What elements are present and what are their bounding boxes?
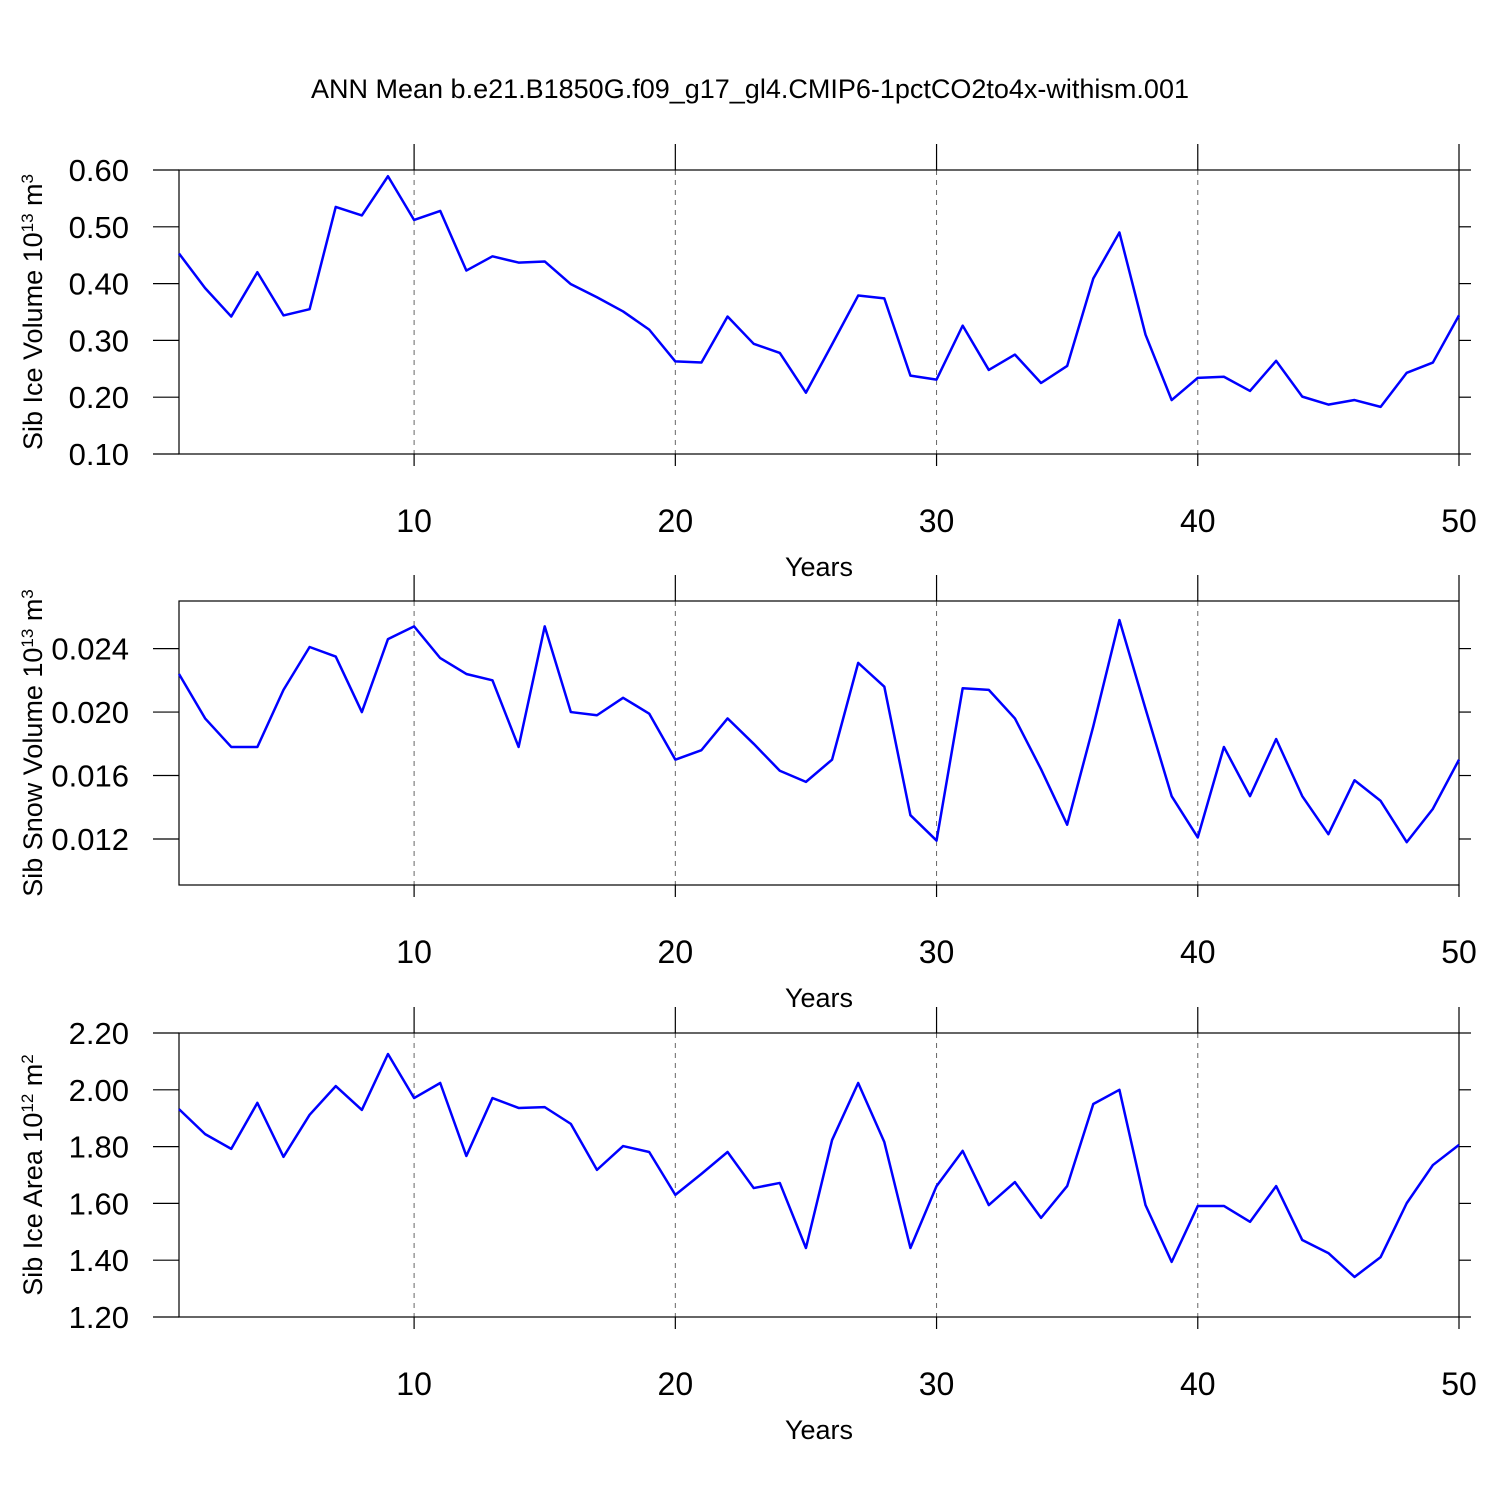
figure-title: ANN Mean b.e21.B1850G.f09_g17_gl4.CMIP6-…	[311, 74, 1189, 104]
x-axis-label: Years	[785, 983, 853, 1013]
x-tick-label: 20	[658, 934, 694, 970]
x-tick-label: 40	[1180, 503, 1216, 539]
y-tick-label: 2.20	[69, 1016, 129, 1051]
y-axis-label-exponent: 2	[18, 1054, 37, 1063]
y-tick-label: 2.00	[69, 1073, 129, 1108]
y-axis-label: Sib Ice Volume 1013 m3	[18, 174, 49, 450]
plot-frame	[178, 1032, 1460, 1318]
y-axis-label-part: m	[18, 1064, 48, 1094]
y-axis-label: Sib Ice Area 1012 m2	[18, 1054, 49, 1296]
x-tick-label: 20	[658, 1366, 694, 1402]
x-tick-label: 30	[919, 1366, 955, 1402]
x-tick-label: 30	[919, 934, 955, 970]
y-tick-label: 0.60	[69, 153, 129, 188]
data-line	[177, 618, 1461, 844]
x-tick-label: 10	[396, 1366, 432, 1402]
x-tick-label: 20	[658, 503, 694, 539]
y-tick-label: 0.20	[69, 380, 129, 415]
x-tick-label: 50	[1441, 934, 1477, 970]
y-tick-label: 0.020	[51, 695, 129, 730]
y-tick-label: 0.024	[51, 632, 129, 667]
x-axis-label: Years	[785, 552, 853, 582]
y-axis-label-exponent: 13	[18, 213, 37, 232]
y-tick-label: 0.50	[69, 210, 129, 245]
y-tick-label: 0.10	[69, 437, 129, 472]
y-axis-label-part: m	[18, 183, 48, 213]
y-axis-label: Sib Snow Volume 1013 m3	[18, 589, 49, 897]
plot-frame	[178, 169, 1460, 455]
y-axis-label-exponent: 12	[18, 1094, 37, 1113]
y-axis-label-part: Sib Ice Volume 10	[18, 232, 48, 450]
y-tick-label: 1.40	[69, 1243, 129, 1278]
y-axis-label-exponent: 3	[18, 589, 37, 598]
data-line	[178, 1052, 1460, 1279]
y-tick-label: 0.40	[69, 267, 129, 302]
y-tick-label: 0.30	[69, 323, 129, 358]
x-tick-label: 40	[1180, 1366, 1216, 1402]
y-tick-label: 1.80	[69, 1130, 129, 1165]
y-axis-label-exponent: 3	[18, 174, 37, 183]
plot-frame	[178, 600, 1460, 886]
y-axis-label-part: Sib Snow Volume 10	[18, 648, 48, 897]
y-tick-label: 0.012	[51, 822, 129, 857]
x-axis-label: Years	[785, 1415, 853, 1445]
y-tick-label: 0.016	[51, 759, 129, 794]
x-tick-label: 50	[1441, 1366, 1477, 1402]
data-line	[178, 174, 1461, 409]
x-tick-label: 30	[919, 503, 955, 539]
y-tick-label: 1.20	[69, 1300, 129, 1335]
x-tick-label: 10	[396, 503, 432, 539]
x-tick-label: 50	[1441, 503, 1477, 539]
y-axis-label-exponent: 13	[18, 629, 37, 648]
y-axis-label-part: Sib Ice Area 10	[18, 1113, 48, 1296]
x-tick-label: 10	[396, 934, 432, 970]
y-axis-label-part: m	[18, 599, 48, 629]
y-tick-label: 1.60	[69, 1186, 129, 1221]
x-tick-label: 40	[1180, 934, 1216, 970]
